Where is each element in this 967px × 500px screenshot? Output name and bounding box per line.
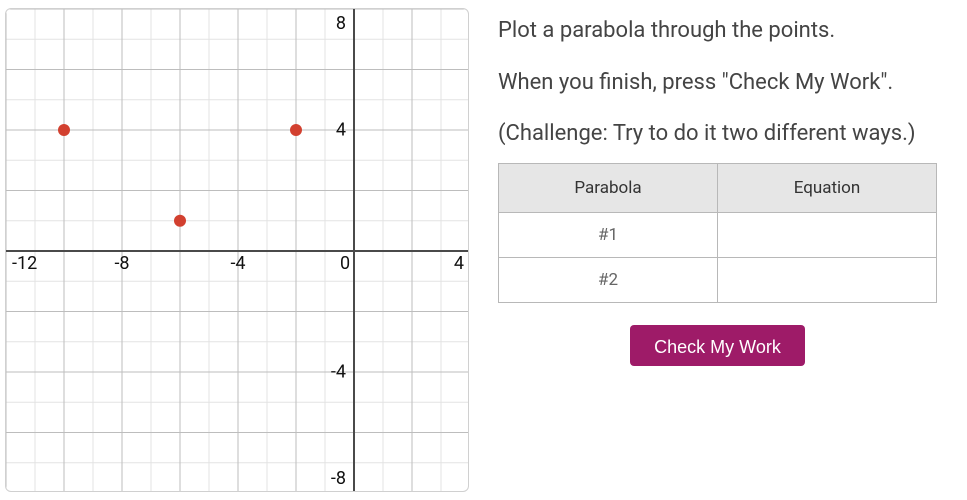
- x-tick-label: 4: [454, 253, 464, 274]
- table-header-equation: Equation: [718, 164, 937, 213]
- instruction-line-1: Plot a parabola through the points.: [498, 16, 937, 46]
- instructions: Plot a parabola through the points. When…: [498, 16, 937, 149]
- plot-point[interactable]: [58, 124, 70, 136]
- equation-cell-1[interactable]: [718, 213, 937, 258]
- instruction-line-2: When you finish, press "Check My Work".: [498, 68, 937, 98]
- instruction-line-3: (Challenge: Try to do it two different w…: [498, 119, 937, 149]
- equation-cell-2[interactable]: [718, 258, 937, 303]
- y-tick-label: -8: [331, 468, 346, 489]
- y-tick-label: 8: [336, 13, 346, 34]
- table-row: #2: [499, 258, 937, 303]
- x-tick-label: -8: [114, 253, 129, 274]
- x-tick-label: 0: [340, 253, 350, 274]
- parabola-label-1: #1: [499, 213, 718, 258]
- equation-table: Parabola Equation #1 #2: [498, 163, 937, 303]
- table-row: #1: [499, 213, 937, 258]
- y-tick-label: 4: [336, 120, 346, 141]
- table-header-parabola: Parabola: [499, 164, 718, 213]
- coordinate-graph[interactable]: -12 -8 -4 0 4 -8 -4 4 8: [5, 8, 469, 492]
- plot-point[interactable]: [290, 124, 302, 136]
- x-tick-label: -12: [12, 253, 37, 274]
- graph-canvas[interactable]: [6, 9, 468, 491]
- x-tick-label: -4: [230, 253, 245, 274]
- plot-point[interactable]: [174, 215, 186, 227]
- y-tick-label: -4: [331, 362, 346, 383]
- check-my-work-button[interactable]: Check My Work: [630, 325, 805, 366]
- parabola-label-2: #2: [499, 258, 718, 303]
